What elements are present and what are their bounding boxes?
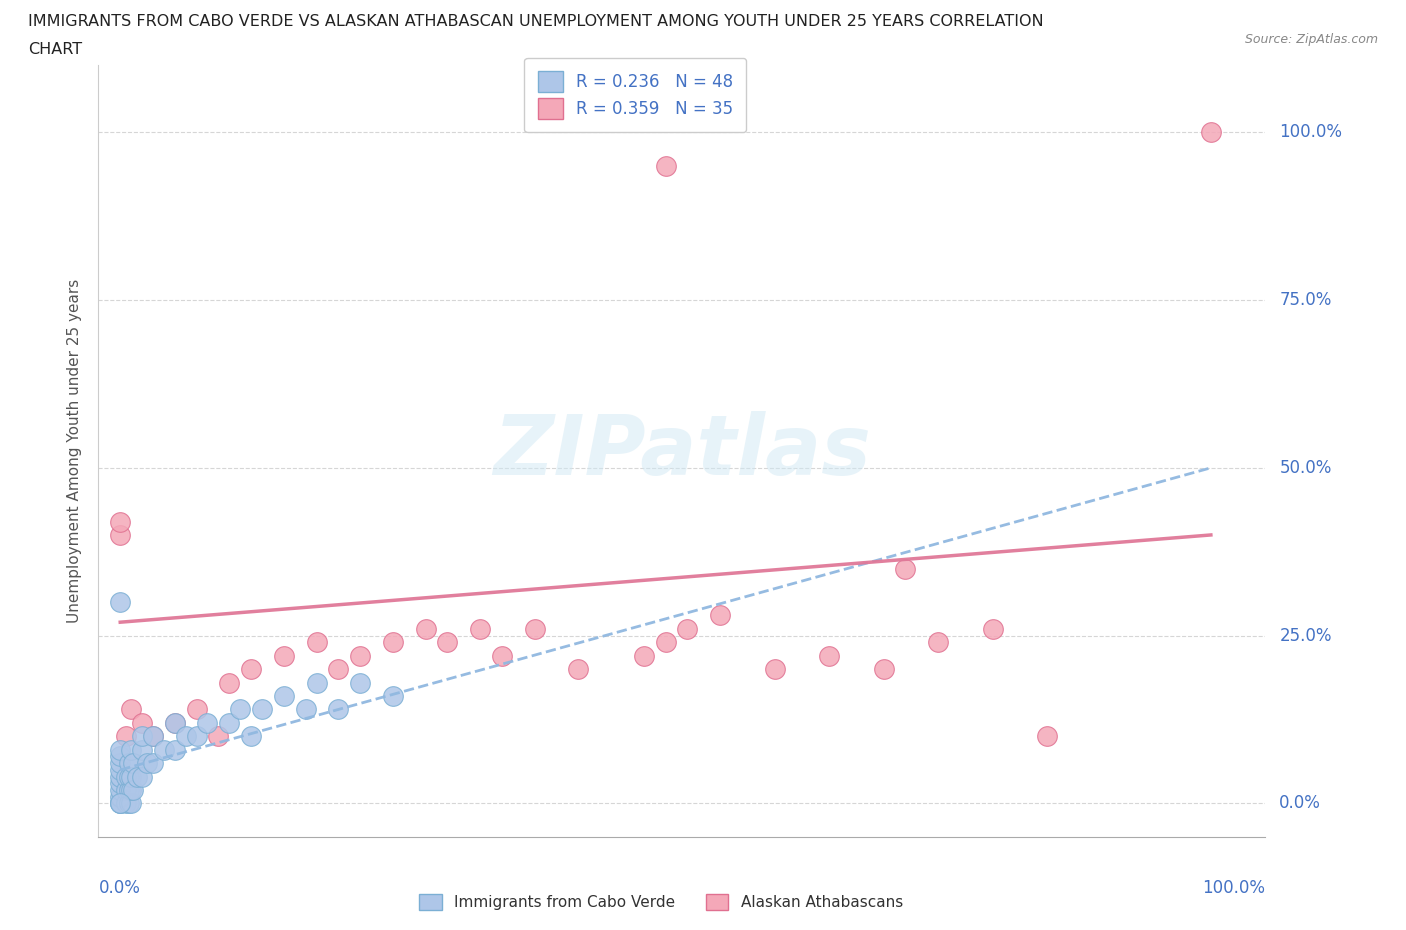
Text: ZIPatlas: ZIPatlas [494,410,870,492]
Point [118,756,141,771]
Point [114,796,136,811]
Text: 75.0%: 75.0% [1279,291,1331,309]
Point [305,675,328,690]
Point [763,662,786,677]
Point [110,742,132,757]
Point [305,635,328,650]
Point [633,648,655,663]
Point [894,561,917,576]
Point [110,763,132,777]
Point [654,635,676,650]
Point [131,769,153,784]
Point [349,675,371,690]
Point [114,729,136,744]
Legend: Immigrants from Cabo Verde, Alaskan Athabascans: Immigrants from Cabo Verde, Alaskan Atha… [411,886,911,918]
Point [273,648,295,663]
Text: 100.0%: 100.0% [1202,880,1265,897]
Point [120,796,142,811]
Text: 0.0%: 0.0% [1279,794,1322,813]
Point [153,742,176,757]
Point [114,769,136,784]
Point [110,782,132,797]
Point [654,158,676,173]
Point [163,715,186,730]
Text: IMMIGRANTS FROM CABO VERDE VS ALASKAN ATHABASCAN UNEMPLOYMENT AMONG YOUTH UNDER : IMMIGRANTS FROM CABO VERDE VS ALASKAN AT… [28,14,1043,29]
Point [131,742,153,757]
Point [110,514,132,529]
Point [120,702,142,717]
Point [131,729,153,744]
Point [142,729,165,744]
Point [250,702,273,717]
Point [163,742,186,757]
Point [110,796,132,811]
Point [110,594,132,609]
Text: CHART: CHART [28,42,82,57]
Point [118,782,141,797]
Point [709,608,731,623]
Text: 50.0%: 50.0% [1279,458,1331,477]
Point [118,796,141,811]
Point [349,648,371,663]
Text: 0.0%: 0.0% [98,880,141,897]
Text: 25.0%: 25.0% [1279,627,1331,644]
Point [110,527,132,542]
Point [114,782,136,797]
Point [240,729,263,744]
Point [927,635,949,650]
Point [131,715,153,730]
Point [110,756,132,771]
Text: 100.0%: 100.0% [1279,123,1343,141]
Point [676,621,699,636]
Point [110,790,132,804]
Point [110,749,132,764]
Point [142,729,165,744]
Point [110,769,132,784]
Point [163,715,186,730]
Text: Source: ZipAtlas.com: Source: ZipAtlas.com [1244,33,1378,46]
Point [436,635,458,650]
Point [120,782,142,797]
Point [818,648,841,663]
Point [186,729,208,744]
Point [142,756,165,771]
Point [328,662,350,677]
Point [328,702,350,717]
Legend: R = 0.236   N = 48, R = 0.359   N = 35: R = 0.236 N = 48, R = 0.359 N = 35 [524,58,747,132]
Point [981,621,1004,636]
Point [110,776,132,790]
Point [120,742,142,757]
Point [207,729,229,744]
Point [218,675,240,690]
Point [415,621,437,636]
Point [136,756,159,771]
Point [381,688,404,703]
Point [118,769,141,784]
Point [229,702,252,717]
Point [873,662,896,677]
Point [567,662,589,677]
Point [174,729,197,744]
Point [491,648,513,663]
Point [523,621,546,636]
Point [273,688,295,703]
Point [122,782,145,797]
Point [122,756,145,771]
Point [218,715,240,730]
Point [197,715,219,730]
Point [1036,729,1059,744]
Point [240,662,263,677]
Point [110,796,132,811]
Point [1199,125,1222,140]
Y-axis label: Unemployment Among Youth under 25 years: Unemployment Among Youth under 25 years [67,279,83,623]
Point [125,769,148,784]
Point [294,702,316,717]
Point [186,702,208,717]
Point [110,796,132,811]
Point [381,635,404,650]
Point [468,621,491,636]
Point [120,769,142,784]
